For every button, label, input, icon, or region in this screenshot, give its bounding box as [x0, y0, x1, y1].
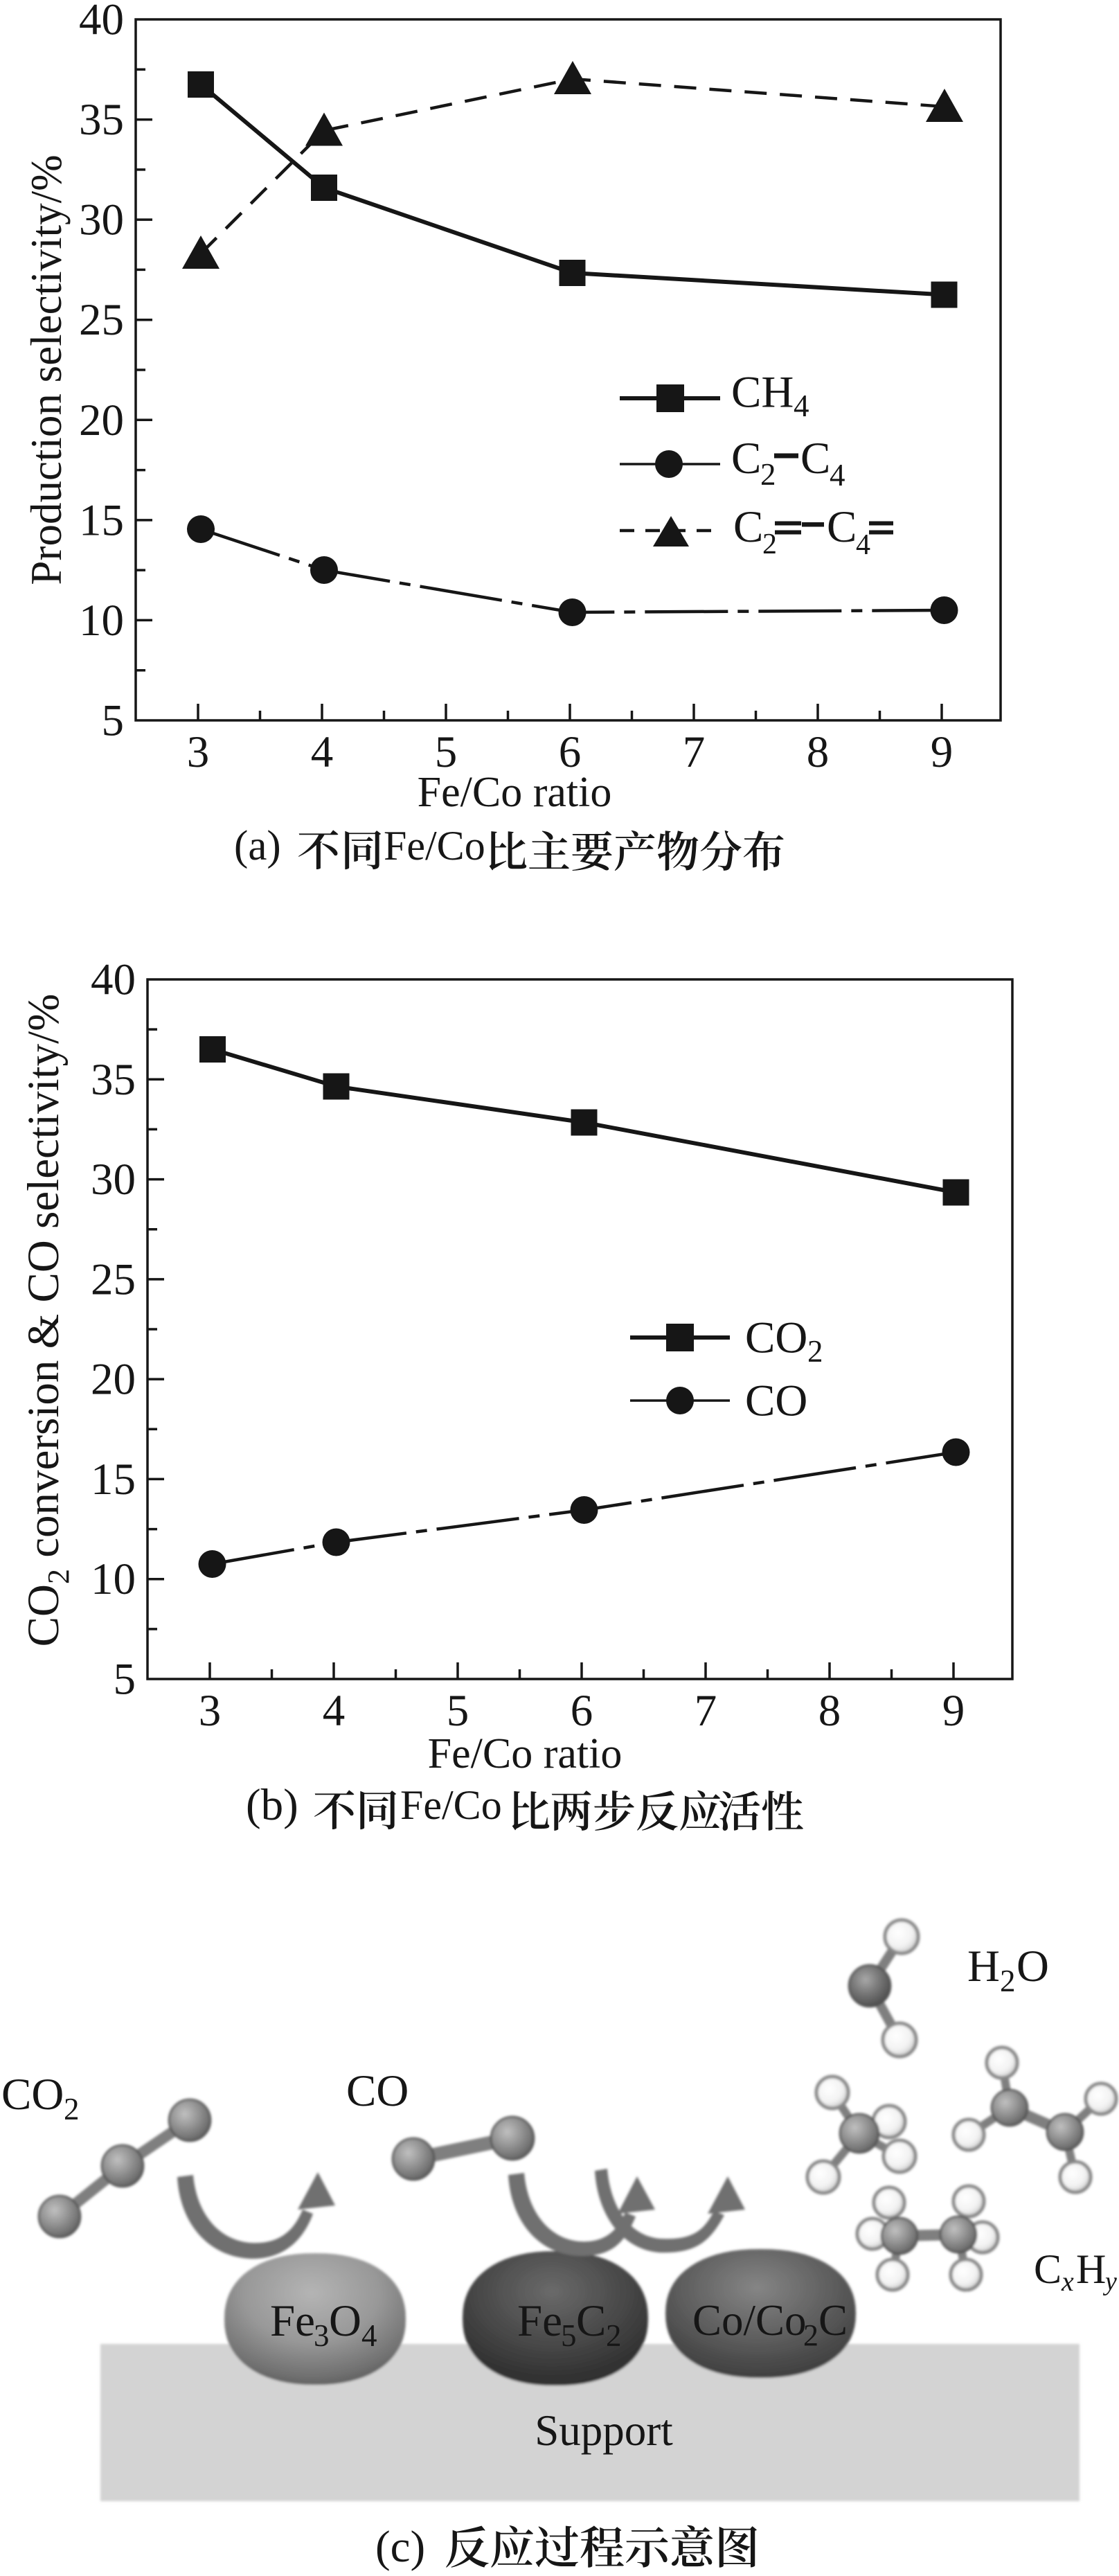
svg-text:5: 5 [435, 727, 458, 777]
svg-text:2: 2 [64, 2092, 80, 2126]
svg-text:CO: CO [346, 2066, 409, 2116]
svg-text:Support: Support [535, 2406, 673, 2455]
svg-text:(b): (b) [246, 1780, 298, 1830]
svg-text:9: 9 [942, 1686, 965, 1736]
svg-text:8: 8 [807, 727, 830, 777]
svg-text:15: 15 [91, 1455, 136, 1504]
svg-text:C: C [731, 434, 761, 483]
svg-text:y: y [1102, 2267, 1117, 2296]
svg-text:Fe/Co: Fe/Co [400, 1782, 502, 1828]
svg-text:10: 10 [91, 1554, 136, 1604]
svg-text:30: 30 [79, 195, 124, 245]
svg-text:2: 2 [606, 2318, 622, 2353]
svg-text:Fe/Co ratio: Fe/Co ratio [418, 769, 612, 816]
svg-text:C: C [1034, 2246, 1062, 2292]
svg-text:4: 4 [361, 2318, 377, 2353]
svg-text:40: 40 [79, 0, 124, 45]
svg-text:2: 2 [762, 528, 777, 560]
svg-text:35: 35 [91, 1055, 136, 1105]
svg-text:25: 25 [79, 295, 124, 345]
svg-text:H: H [1076, 2246, 1106, 2292]
svg-text:4: 4 [323, 1686, 346, 1736]
svg-text:C: C [576, 2296, 606, 2346]
svg-text:Co/Co: Co/Co [692, 2296, 807, 2345]
svg-text:2: 2 [760, 457, 776, 492]
svg-text:2: 2 [803, 2318, 818, 2352]
svg-text:C: C [818, 2296, 848, 2345]
svg-text:(c): (c) [375, 2522, 425, 2572]
svg-text:3: 3 [199, 1686, 222, 1736]
svg-text:4: 4 [856, 529, 870, 561]
svg-text:CO: CO [1, 2070, 64, 2120]
svg-text:2: 2 [1000, 1964, 1016, 1998]
svg-text:9: 9 [931, 727, 954, 777]
svg-text:Fe: Fe [517, 2296, 562, 2346]
svg-text:x: x [1061, 2266, 1074, 2297]
svg-text:H: H [967, 1942, 1000, 1991]
svg-text:5: 5 [114, 1654, 136, 1704]
svg-text:Fe/Co: Fe/Co [384, 823, 485, 869]
svg-text:4: 4 [794, 389, 809, 423]
svg-text:CO: CO [745, 1376, 807, 1426]
svg-text:5: 5 [102, 695, 125, 745]
svg-text:5: 5 [447, 1686, 469, 1736]
svg-text:7: 7 [683, 727, 706, 777]
svg-text:10: 10 [79, 596, 124, 646]
svg-text:C: C [733, 502, 763, 552]
svg-text:Production selectivity/%: Production selectivity/% [22, 154, 71, 585]
svg-text:O: O [329, 2296, 361, 2346]
svg-text:7: 7 [695, 1686, 717, 1736]
svg-text:15: 15 [79, 495, 124, 545]
svg-text:5: 5 [561, 2318, 577, 2353]
svg-text:2: 2 [807, 1334, 823, 1369]
svg-text:30: 30 [91, 1155, 136, 1205]
svg-text:40: 40 [91, 955, 136, 1005]
svg-text:(a): (a) [234, 823, 281, 869]
svg-text:Fe/Co ratio: Fe/Co ratio [428, 1730, 623, 1777]
svg-text:6: 6 [559, 727, 582, 777]
svg-text:35: 35 [79, 95, 124, 145]
svg-text:CO2 conversion & CO selectivit: CO2 conversion & CO selectivity/% [19, 994, 75, 1647]
svg-text:20: 20 [91, 1355, 136, 1405]
svg-text:6: 6 [571, 1686, 593, 1736]
svg-text:3: 3 [314, 2318, 330, 2353]
svg-text:C: C [827, 502, 857, 552]
svg-text:C: C [800, 434, 830, 483]
svg-text:O: O [1017, 1942, 1049, 1991]
svg-text:Fe: Fe [270, 2296, 315, 2346]
svg-text:25: 25 [91, 1254, 136, 1304]
svg-text:CO: CO [745, 1313, 807, 1363]
svg-text:4: 4 [311, 727, 334, 777]
svg-text:20: 20 [79, 396, 124, 445]
svg-text:3: 3 [187, 727, 210, 777]
svg-text:4: 4 [830, 458, 845, 492]
svg-text:8: 8 [818, 1686, 841, 1736]
svg-text:CH: CH [731, 368, 794, 418]
